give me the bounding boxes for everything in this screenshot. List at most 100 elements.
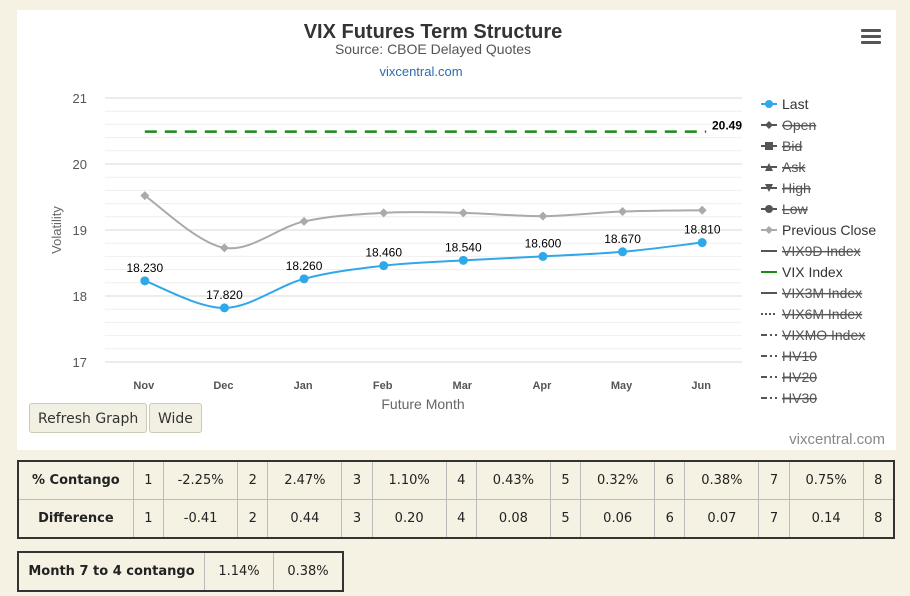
data-point	[697, 238, 707, 248]
refresh-graph-button[interactable]: Refresh Graph	[29, 403, 148, 433]
legend-label: VIX3M Index	[782, 285, 862, 301]
y-tick-label: 18	[73, 289, 87, 304]
hamburger-menu-icon[interactable]	[861, 29, 881, 45]
legend-item[interactable]: VIX6M Index	[761, 306, 862, 322]
data-label: 18.670	[604, 232, 641, 246]
legend-label: Ask	[782, 159, 806, 175]
difference-cell: 2	[237, 499, 269, 539]
contango-row: % Contango 1 -2.25% 2 2.47% 3 1.10% 4 0.43% 5 0.3…	[17, 460, 895, 500]
x-tick-label: Dec	[213, 380, 233, 392]
legend-label: HV20	[782, 369, 817, 385]
legend-item[interactable]: Previous Close	[761, 222, 876, 238]
legend-item[interactable]: Last	[761, 96, 809, 112]
month-contango-cell: 1.14%	[204, 551, 274, 592]
legend-item[interactable]: Ask	[761, 159, 806, 175]
legend-item[interactable]: High	[761, 180, 811, 196]
month-contango-label: Month 7 to 4 contango	[17, 551, 205, 592]
legend-item[interactable]: VIX3M Index	[761, 285, 862, 301]
legend-item[interactable]: VIX9D Index	[761, 243, 861, 259]
wide-button[interactable]: Wide	[149, 403, 202, 433]
data-point	[379, 208, 389, 218]
contango-cell: 5	[549, 460, 582, 500]
legend-item[interactable]: Open	[761, 117, 816, 133]
difference-cell: 0.08	[475, 499, 551, 539]
contango-table: % Contango 1 -2.25% 2 2.47% 3 1.10% 4 0.43% 5 0.3…	[17, 460, 895, 539]
chart-credits: vixcentral.com	[789, 431, 885, 448]
contango-label: % Contango	[17, 460, 134, 500]
y-axis-title: Volatility	[49, 206, 64, 254]
legend-symbol	[765, 226, 773, 234]
contango-cell: 2	[237, 460, 269, 500]
legend-label: VIXMO Index	[782, 327, 865, 343]
difference-cell: 0.07	[684, 499, 760, 539]
contango-cell: 3	[341, 460, 373, 500]
data-point	[299, 274, 309, 284]
data-point	[618, 247, 628, 257]
y-tick-label: 20	[73, 157, 87, 172]
x-axis-title: Future Month	[381, 396, 464, 412]
chart-subtitle: Source: CBOE Delayed Quotes	[335, 41, 531, 57]
chart-title: VIX Futures Term Structure	[304, 21, 563, 43]
month-contango-cell: 0.38%	[273, 551, 344, 592]
x-tick-label: Nov	[133, 380, 155, 392]
difference-cell: 0.20	[371, 499, 447, 539]
difference-cell: 4	[445, 499, 477, 539]
legend-item[interactable]: VIXMO Index	[761, 327, 865, 343]
legend-item[interactable]: VIX Index	[761, 264, 843, 280]
data-point	[538, 251, 548, 261]
legend-label: Last	[782, 96, 809, 112]
data-point	[538, 211, 548, 221]
y-tick-label: 21	[73, 91, 87, 106]
data-point	[219, 303, 229, 313]
legend-label: VIX6M Index	[782, 306, 862, 322]
data-label: 18.230	[126, 261, 163, 275]
legend-label: VIX9D Index	[782, 243, 861, 259]
vix-index-label: 20.49	[712, 119, 742, 133]
source-link: vixcentral.com	[379, 64, 462, 79]
difference-cell: 6	[654, 499, 686, 539]
contango-cell: 2.47%	[267, 460, 343, 500]
legend-item[interactable]: Bid	[761, 138, 802, 154]
legend-label: HV30	[782, 390, 817, 406]
data-point	[140, 276, 150, 286]
difference-cell: 8	[862, 499, 895, 539]
legend-label: VIX Index	[782, 264, 843, 280]
x-tick-label: May	[611, 380, 633, 392]
data-point	[379, 261, 389, 271]
contango-cell: 1.10%	[371, 460, 447, 500]
legend-symbol	[765, 121, 773, 129]
x-tick-label: Apr	[532, 380, 552, 392]
difference-cell: 0.44	[267, 499, 343, 539]
difference-cell: 0.14	[788, 499, 864, 539]
legend-symbol	[765, 100, 773, 108]
legend-item[interactable]: HV30	[761, 390, 817, 406]
legend-item[interactable]: HV10	[761, 348, 817, 364]
x-tick-label: Mar	[453, 380, 473, 392]
difference-cell: -0.41	[163, 499, 239, 539]
data-point	[697, 205, 707, 215]
x-tick-label: Feb	[373, 380, 393, 392]
month-contango-row: Month 7 to 4 contango 1.14% 0.38%	[17, 551, 344, 592]
legend-item[interactable]: HV20	[761, 369, 817, 385]
difference-cell: 7	[758, 499, 790, 539]
legend-symbol	[765, 184, 773, 192]
difference-label: Difference	[17, 499, 134, 539]
contango-cell: 7	[758, 460, 790, 500]
legend-label: Open	[782, 117, 816, 133]
legend-symbol	[765, 163, 773, 171]
legend-label: High	[782, 180, 811, 196]
x-tick-label: Jan	[294, 380, 313, 392]
data-point	[219, 243, 229, 253]
month-contango-table: Month 7 to 4 contango 1.14% 0.38%	[17, 551, 344, 592]
difference-cell: 0.06	[580, 499, 656, 539]
chart-container: VIX Futures Term Structure Source: CBOE D…	[17, 10, 896, 450]
x-tick-label: Jun	[691, 380, 711, 392]
data-point	[458, 255, 468, 265]
legend-item[interactable]: Low	[761, 201, 809, 217]
contango-cell: 4	[445, 460, 477, 500]
data-label: 18.460	[365, 246, 402, 260]
legend-label: Previous Close	[782, 222, 876, 238]
difference-cell: 3	[341, 499, 373, 539]
difference-cell: 5	[549, 499, 582, 539]
data-label: 18.600	[525, 236, 562, 250]
